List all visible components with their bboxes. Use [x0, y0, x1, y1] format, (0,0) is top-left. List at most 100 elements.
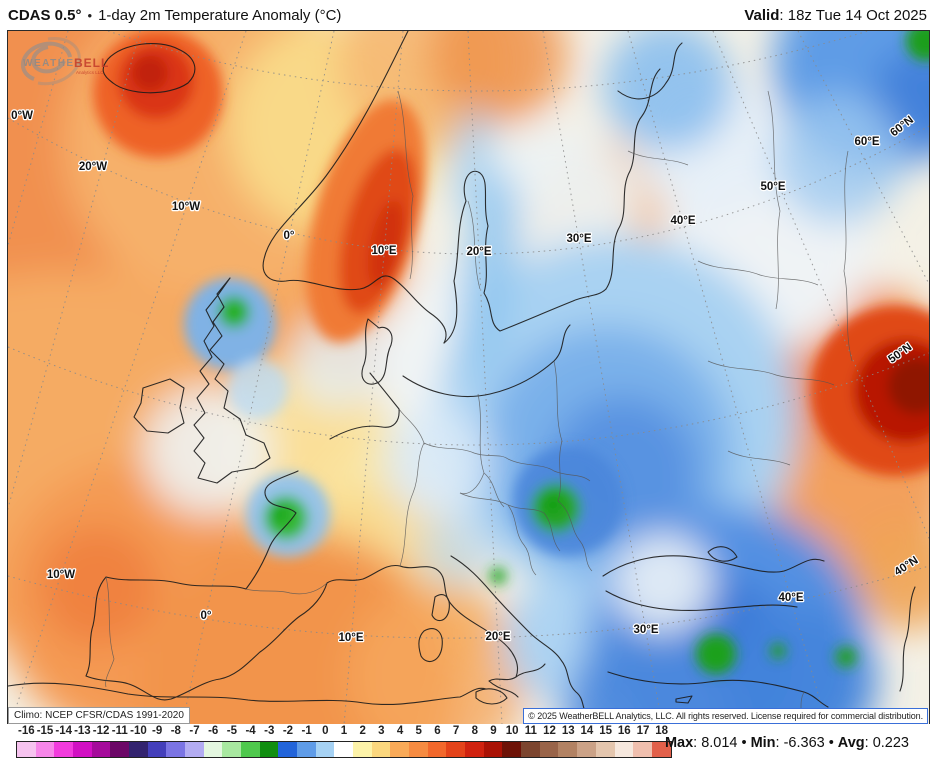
avg-label: Avg	[837, 735, 865, 751]
colorbar-tick: 2	[359, 725, 366, 737]
anomaly-blob	[853, 521, 929, 631]
anomaly-blob	[218, 296, 250, 328]
anomaly-blob	[613, 533, 713, 633]
anomaly-blob	[428, 31, 568, 126]
avg-value: : 0.223	[864, 735, 909, 751]
graticule	[8, 31, 929, 725]
colorbar-tick: -10	[130, 725, 147, 737]
colorbar-cell	[614, 742, 634, 757]
grid-label: 0°W	[11, 110, 33, 122]
max-label: Max	[664, 735, 694, 751]
anomaly-blob	[835, 646, 857, 668]
country-borders	[105, 90, 853, 724]
anomaly-blob	[38, 526, 158, 646]
colorbar-cell	[446, 742, 466, 757]
colorbar-tick: 4	[396, 725, 404, 737]
stats-sep2: •	[828, 735, 834, 751]
grid-label: 40°E	[778, 592, 803, 604]
colorbar-tick: 16	[617, 725, 631, 737]
valid-value: : 18z Tue 14 Oct 2025	[779, 6, 927, 24]
min-value: : -6.363	[775, 735, 825, 751]
grid-label: 0°	[284, 230, 295, 242]
min-label: Min	[750, 735, 776, 751]
grid-label: 0°	[201, 610, 212, 622]
colorbar-cell	[651, 742, 671, 757]
colorbar-tick: 1	[340, 725, 348, 737]
grid-label: 50°E	[760, 181, 785, 193]
colorbar-tick: 6	[434, 725, 441, 737]
anomaly-blob	[489, 567, 507, 585]
max-value: : 8.014	[693, 735, 738, 751]
colorbar-cell	[465, 742, 484, 757]
anomaly-blob	[290, 313, 386, 409]
colorbar-cell	[409, 742, 428, 757]
colorbar-cell	[558, 742, 578, 757]
colorbar-cell	[259, 742, 279, 757]
colorbar-tick: 8	[471, 725, 478, 737]
grid-label: 10°W	[47, 569, 75, 581]
colorbar-tick: -9	[152, 725, 163, 737]
colorbar-cell	[203, 742, 223, 757]
colorbar-tick: -13	[74, 725, 91, 737]
anomaly-blob	[132, 55, 168, 91]
colorbar-tick: 18	[655, 725, 669, 737]
logo-weather-text: WEATHER	[23, 58, 83, 69]
valid-label: Valid	[744, 6, 780, 24]
colorbar-cell	[73, 742, 92, 757]
anomaly-field-svg: 0°W20°W10°W0°10°E 20°E30°E40°E50°E60°E60°…	[8, 31, 929, 725]
grid-label: 20°E	[485, 631, 510, 643]
anomaly-blob	[770, 643, 786, 659]
colorbar-cell	[371, 742, 391, 757]
anomaly-blob	[728, 606, 878, 725]
colorbar-tick: 9	[490, 725, 497, 737]
anomaly-blob	[696, 634, 736, 674]
colorbar-tick: -12	[92, 725, 110, 737]
colorbar-cell	[278, 742, 298, 757]
colorbar-cell	[427, 742, 447, 757]
colorbar-cell	[483, 742, 503, 757]
colorbar-tick: -15	[36, 725, 54, 737]
colorbar-cell	[577, 742, 596, 757]
grid-label: 30°E	[566, 233, 591, 245]
colorbar-cell	[147, 742, 167, 757]
field-stats: Max: 8.014 • Min: -6.363 • Avg: 0.223	[665, 735, 909, 751]
model-name: CDAS 0.5°	[8, 6, 82, 24]
colorbar-cell	[110, 742, 130, 757]
anomaly-blob	[367, 199, 405, 289]
grid-label: 60°E	[854, 136, 879, 148]
colorbar-tick: 5	[415, 725, 422, 737]
colorbar-cell	[315, 742, 335, 757]
logo-analytics-text: Analytics LLC	[76, 70, 104, 75]
colorbar-tick: -1	[301, 725, 312, 737]
grid-label: 20°E	[466, 246, 491, 258]
weatherbell-logo: WEATHER BELL Analytics LLC	[20, 37, 109, 86]
anomaly-blob	[773, 94, 903, 224]
colorbar-cell	[241, 742, 260, 757]
map-canvas: 0°W 20°W 10°W 0° 10°E 20°E 30°E 40°E 50°E 60°E 60°…	[7, 30, 930, 726]
anomaly-blob	[348, 586, 528, 725]
logo-bell-text: BELL	[74, 56, 109, 70]
colorbar-cell	[390, 742, 410, 757]
colorbar-tick: -14	[55, 725, 73, 737]
colorbar-cell	[17, 742, 36, 757]
grid-label: 10°E	[338, 632, 363, 644]
colorbar-tick: -3	[264, 725, 275, 737]
anomaly-blob	[228, 359, 288, 419]
colorbar-tick: -11	[111, 725, 128, 737]
anomaly-blob	[383, 406, 493, 516]
anomaly-blob	[452, 106, 494, 216]
colorbar-tick: 12	[543, 725, 556, 737]
colorbar-tick: 14	[580, 725, 594, 737]
colorbar-tick: 7	[452, 725, 460, 737]
anomaly-blob	[563, 631, 733, 725]
footer-bar: -16 -15 -14 -13 -12 -11 -10 -9 -8 -7 -6 -5 -4 -3 -2 -1 0…	[0, 724, 935, 768]
colorbar-cell	[54, 742, 74, 757]
colorbar-cell	[91, 742, 111, 757]
title-bar: CDAS 0.5° • 1-day 2m Temperature Anomaly (…	[0, 0, 935, 30]
colorbar-cell	[297, 742, 316, 757]
anomaly-blob	[603, 31, 733, 151]
colorbar-cell	[35, 742, 55, 757]
stats-sep1: •	[741, 735, 747, 751]
product-title: CDAS 0.5° • 1-day 2m Temperature Anomaly (…	[8, 7, 341, 24]
